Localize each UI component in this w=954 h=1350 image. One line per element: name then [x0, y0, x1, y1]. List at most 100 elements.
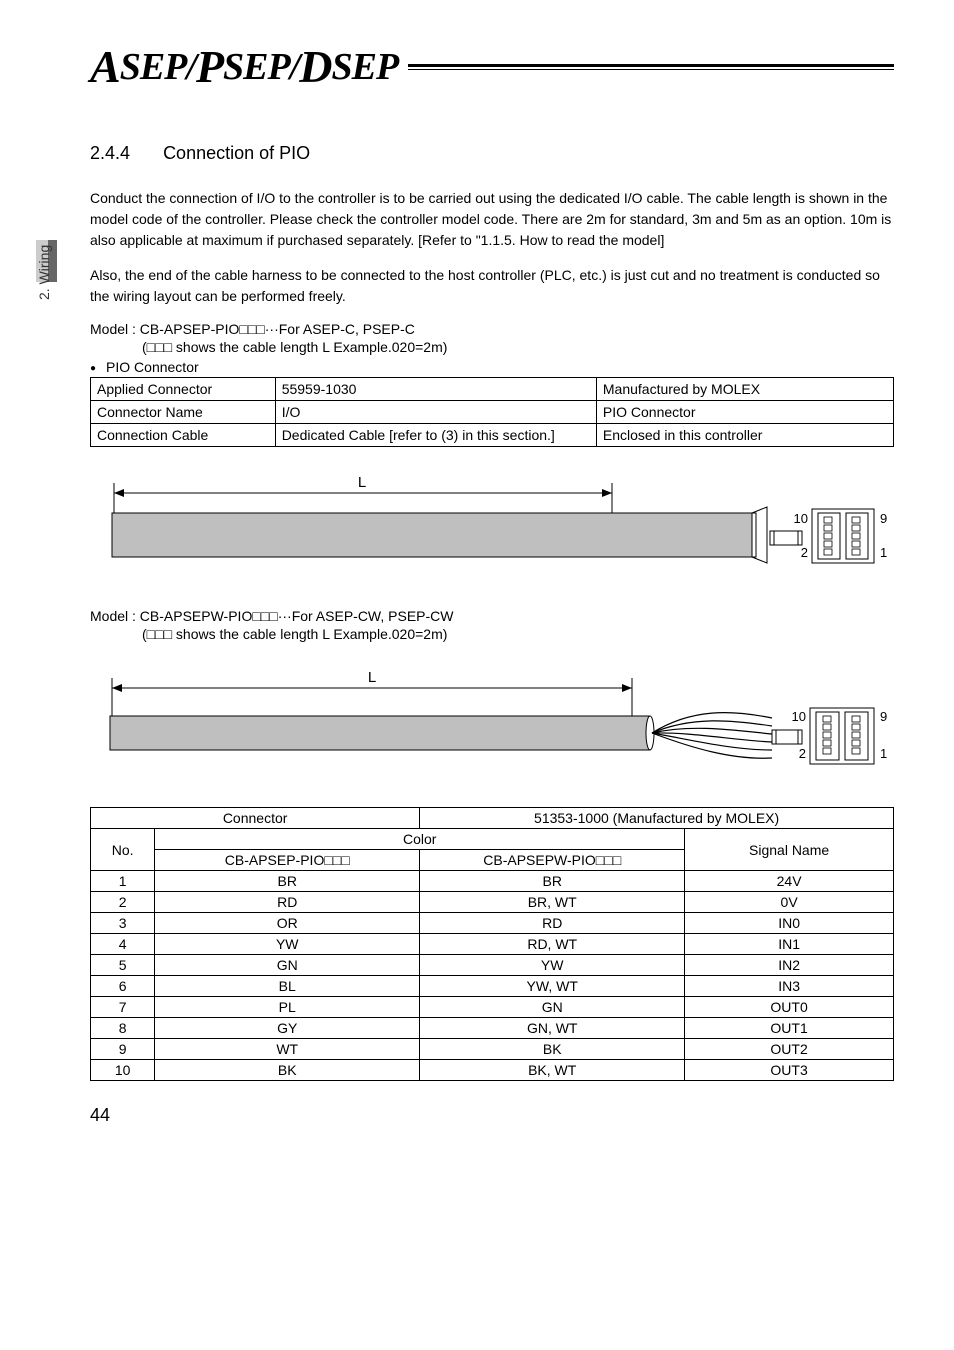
cell: 5 [91, 955, 155, 976]
table-row: Connection Cable Dedicated Cable [refer … [91, 424, 894, 447]
cell: 10 [91, 1060, 155, 1081]
logo-rule [408, 64, 894, 70]
table-row: 4YWRD, WTIN1 [91, 934, 894, 955]
cell: RD [155, 892, 420, 913]
cell: OUT0 [685, 997, 894, 1018]
cell: Manufactured by MOLEX [596, 378, 893, 401]
header-cell: Connector [91, 808, 420, 829]
dim-label: L [358, 474, 366, 491]
cell: Dedicated Cable [refer to (3) in this se… [275, 424, 596, 447]
cell: GN [155, 955, 420, 976]
model-subline: (□□□ shows the cable length L Example.02… [142, 339, 894, 355]
cable-diagram-1: L 10 9 2 1 [90, 461, 894, 581]
cell: BK, WT [420, 1060, 685, 1081]
cell: 7 [91, 997, 155, 1018]
cell: 8 [91, 1018, 155, 1039]
cell: 1 [91, 871, 155, 892]
pin-label: 2 [801, 545, 808, 560]
bullet-item: PIO Connector [90, 359, 894, 375]
logo: A SEP/ P SEP/ D SEP [90, 40, 894, 93]
logo-part: SEP/ [120, 45, 196, 89]
cell: BK [420, 1039, 685, 1060]
cell: RD, WT [420, 934, 685, 955]
pin-label: 10 [792, 709, 806, 724]
logo-part: D [299, 40, 331, 93]
logo-part: SEP [332, 45, 399, 89]
logo-part: SEP/ [223, 45, 299, 89]
pin-label: 2 [799, 746, 806, 761]
table-row: 5GNYWIN2 [91, 955, 894, 976]
cell: OUT1 [685, 1018, 894, 1039]
cell: BL [155, 976, 420, 997]
section-title: Connection of PIO [163, 143, 310, 163]
cell: IN2 [685, 955, 894, 976]
logo-part: A [90, 40, 120, 93]
table-row: Connector 51353-1000 (Manufactured by MO… [91, 808, 894, 829]
table-row: 8GYGN, WTOUT1 [91, 1018, 894, 1039]
bullet-label: PIO Connector [106, 359, 199, 375]
table-row: Connector Name I/O PIO Connector [91, 401, 894, 424]
cell: WT [155, 1039, 420, 1060]
cell: 3 [91, 913, 155, 934]
cell: 24V [685, 871, 894, 892]
cell: IN3 [685, 976, 894, 997]
cell: 2 [91, 892, 155, 913]
table-row: Applied Connector 55959-1030 Manufacture… [91, 378, 894, 401]
model-subline: (□□□ shows the cable length L Example.02… [142, 626, 894, 642]
cell: Connector Name [91, 401, 276, 424]
table-row: 10BKBK, WTOUT3 [91, 1060, 894, 1081]
cell: OUT2 [685, 1039, 894, 1060]
side-section-label: 2. Wiring [36, 245, 52, 300]
table-row: 3ORRDIN0 [91, 913, 894, 934]
header-cell: No. [91, 829, 155, 871]
cell: OUT3 [685, 1060, 894, 1081]
cell: YW [420, 955, 685, 976]
header-cell: 51353-1000 (Manufactured by MOLEX) [420, 808, 894, 829]
cell: PL [155, 997, 420, 1018]
table-row: 1BRBR24V [91, 871, 894, 892]
page-number: 44 [90, 1105, 894, 1126]
cell: I/O [275, 401, 596, 424]
paragraph: Conduct the connection of I/O to the con… [90, 188, 894, 251]
header-cell: CB-APSEP-PIO□□□ [155, 850, 420, 871]
cell: 0V [685, 892, 894, 913]
model-line: Model : CB-APSEP-PIO□□□···For ASEP-C, PS… [90, 321, 894, 337]
cell: 4 [91, 934, 155, 955]
pin-label: 1 [880, 545, 887, 560]
cell: 6 [91, 976, 155, 997]
cell: BR [420, 871, 685, 892]
cell: 55959-1030 [275, 378, 596, 401]
cell: RD [420, 913, 685, 934]
section-number: 2.4.4 [90, 143, 130, 164]
cell: IN0 [685, 913, 894, 934]
cell: 9 [91, 1039, 155, 1060]
table-row: 6BLYW, WTIN3 [91, 976, 894, 997]
cell: PIO Connector [596, 401, 893, 424]
cell: BR [155, 871, 420, 892]
cell: Connection Cable [91, 424, 276, 447]
cell: OR [155, 913, 420, 934]
cell: GY [155, 1018, 420, 1039]
model-line: Model : CB-APSEPW-PIO□□□···For ASEP-CW, … [90, 608, 894, 624]
paragraph: Also, the end of the cable harness to be… [90, 265, 894, 307]
cable-diagram-2: L 10 9 2 1 [90, 658, 894, 788]
pins-table: Connector 51353-1000 (Manufactured by MO… [90, 807, 894, 1081]
table-row: 7PLGNOUT0 [91, 997, 894, 1018]
pin-label: 1 [880, 746, 887, 761]
cell: GN, WT [420, 1018, 685, 1039]
table-row: 2RDBR, WT0V [91, 892, 894, 913]
logo-part: P [196, 40, 223, 93]
pin-label: 10 [794, 511, 808, 526]
cell: BK [155, 1060, 420, 1081]
dim-label: L [368, 669, 376, 686]
section-heading: 2.4.4 Connection of PIO [90, 143, 894, 164]
cell: BR, WT [420, 892, 685, 913]
header-cell: Color [155, 829, 685, 850]
table-row: 9WTBKOUT2 [91, 1039, 894, 1060]
pin-label: 9 [880, 709, 887, 724]
cell: Enclosed in this controller [596, 424, 893, 447]
header-cell: Signal Name [685, 829, 894, 871]
cell: Applied Connector [91, 378, 276, 401]
cell: GN [420, 997, 685, 1018]
cell: IN1 [685, 934, 894, 955]
